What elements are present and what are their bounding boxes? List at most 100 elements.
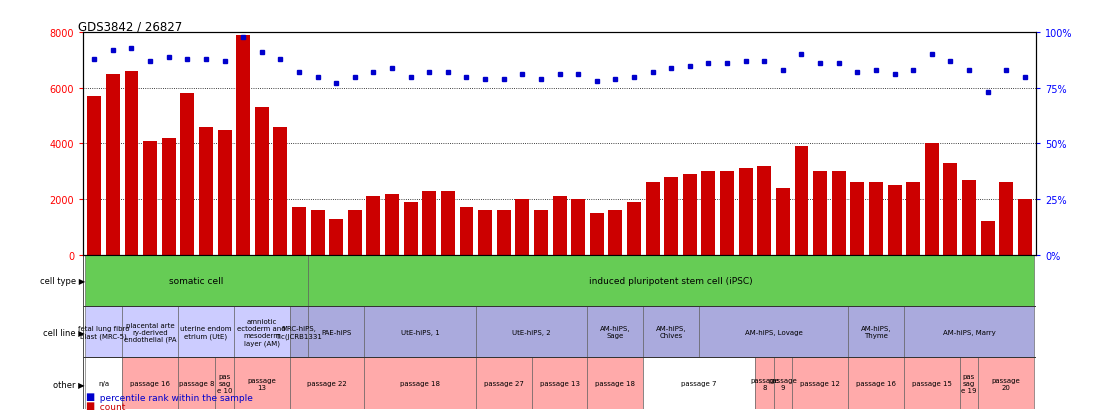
Text: GDS3842 / 26827: GDS3842 / 26827	[79, 20, 183, 33]
Bar	[122, 358, 178, 409]
Text: passage 15: passage 15	[912, 380, 952, 386]
Text: induced pluripotent stem cell (iPSC): induced pluripotent stem cell (iPSC)	[589, 276, 753, 285]
Bar	[83, 306, 1036, 358]
Bar	[755, 358, 773, 409]
Bar	[85, 255, 308, 306]
Bar	[534, 211, 548, 255]
Bar	[403, 202, 418, 255]
Bar	[124, 72, 138, 255]
Bar	[1018, 199, 1032, 255]
Bar	[386, 194, 399, 255]
Text: AM-hiPS,
Chives: AM-hiPS, Chives	[656, 325, 687, 339]
Bar	[757, 166, 771, 255]
Bar	[143, 141, 157, 255]
Bar	[475, 306, 587, 358]
Bar	[85, 306, 122, 358]
Text: passage 12: passage 12	[800, 380, 840, 386]
Bar	[422, 191, 437, 255]
Bar	[308, 255, 1034, 306]
Bar	[83, 255, 1036, 306]
Bar	[906, 183, 920, 255]
Bar	[83, 358, 1036, 409]
Text: passage 13: passage 13	[540, 380, 579, 386]
Text: UtE-hiPS, 2: UtE-hiPS, 2	[512, 329, 551, 335]
Text: passage 7: passage 7	[681, 380, 717, 386]
Bar	[234, 358, 289, 409]
Bar	[106, 75, 120, 255]
Bar	[869, 183, 883, 255]
Bar	[739, 169, 752, 255]
Bar	[999, 183, 1013, 255]
Bar	[978, 358, 1034, 409]
Bar	[904, 306, 1034, 358]
Bar	[792, 358, 848, 409]
Text: percentile rank within the sample: percentile rank within the sample	[94, 393, 253, 402]
Bar	[199, 128, 213, 255]
Bar	[646, 183, 659, 255]
Bar	[888, 186, 902, 255]
Bar	[88, 97, 101, 255]
Text: passage 8: passage 8	[178, 380, 214, 386]
Bar	[701, 172, 716, 255]
Bar	[848, 358, 904, 409]
Text: passage 27: passage 27	[484, 380, 524, 386]
Bar	[274, 128, 287, 255]
Bar	[308, 306, 365, 358]
Bar	[293, 208, 306, 255]
Bar	[532, 358, 587, 409]
Bar	[479, 211, 492, 255]
Bar	[236, 36, 250, 255]
Text: ■: ■	[85, 400, 94, 410]
Bar	[699, 306, 848, 358]
Text: AM-hiPS,
Thyme: AM-hiPS, Thyme	[861, 325, 891, 339]
Bar	[904, 358, 960, 409]
Bar	[587, 306, 644, 358]
Bar	[773, 358, 792, 409]
Text: pas
sag
e 19: pas sag e 19	[962, 373, 977, 393]
Bar	[962, 180, 976, 255]
Bar	[848, 306, 904, 358]
Bar	[329, 219, 343, 255]
Text: passage
13: passage 13	[247, 377, 276, 390]
Bar	[255, 108, 269, 255]
Bar	[181, 94, 194, 255]
Bar	[289, 306, 308, 358]
Text: passage
20: passage 20	[992, 377, 1020, 390]
Text: count: count	[94, 402, 125, 411]
Bar	[367, 197, 380, 255]
Bar	[515, 199, 530, 255]
Bar	[217, 130, 232, 255]
Bar	[960, 358, 978, 409]
Bar	[348, 211, 362, 255]
Text: cell line ▶: cell line ▶	[43, 328, 85, 337]
Bar	[832, 172, 845, 255]
Bar	[122, 306, 178, 358]
Text: passage 18: passage 18	[400, 380, 440, 386]
Bar	[178, 306, 234, 358]
Bar	[720, 172, 733, 255]
Text: amniotic
ectoderm and
mesoderm
layer (AM): amniotic ectoderm and mesoderm layer (AM…	[237, 318, 286, 346]
Bar	[589, 214, 604, 255]
Bar	[664, 178, 678, 255]
Bar	[162, 138, 176, 255]
Bar	[627, 202, 640, 255]
Bar	[644, 358, 755, 409]
Text: pas
sag
e 10: pas sag e 10	[217, 373, 233, 393]
Text: other ▶: other ▶	[53, 379, 85, 388]
Text: passage 22: passage 22	[307, 380, 347, 386]
Bar	[234, 306, 289, 358]
Bar	[365, 306, 475, 358]
Bar	[460, 208, 473, 255]
Text: uterine endom
etrium (UtE): uterine endom etrium (UtE)	[181, 325, 232, 339]
Bar	[571, 199, 585, 255]
Text: AM-hiPS, Marry: AM-hiPS, Marry	[943, 329, 995, 335]
Text: passage 18: passage 18	[595, 380, 635, 386]
Bar	[215, 358, 234, 409]
Bar	[981, 222, 995, 255]
Text: fetal lung fibro
blast (MRC-5): fetal lung fibro blast (MRC-5)	[78, 325, 130, 339]
Bar	[794, 147, 809, 255]
Text: cell type ▶: cell type ▶	[40, 276, 85, 285]
Bar	[178, 358, 215, 409]
Bar	[925, 144, 938, 255]
Text: passage 16: passage 16	[855, 380, 896, 386]
